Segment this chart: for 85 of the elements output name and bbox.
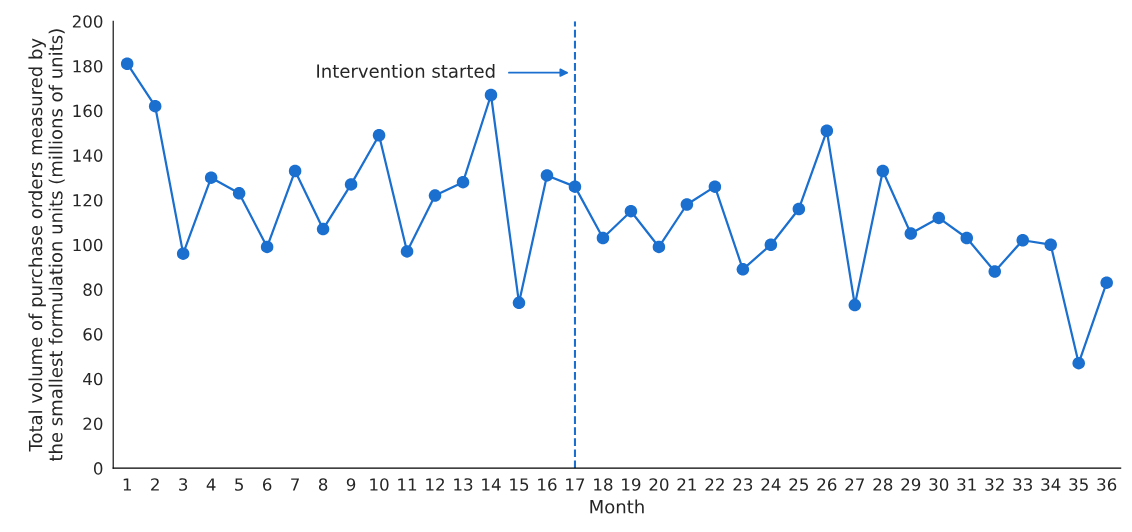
x-tick-label: 14 xyxy=(482,478,501,491)
x-tick-label: 10 xyxy=(370,478,389,491)
point xyxy=(428,189,442,202)
point xyxy=(1072,356,1085,370)
x-tick-label: 11 xyxy=(398,478,417,491)
x-tick-label: 8 xyxy=(318,478,328,491)
point xyxy=(260,240,274,254)
point xyxy=(876,164,890,178)
point xyxy=(148,99,162,113)
point xyxy=(1044,238,1057,251)
point xyxy=(120,57,134,70)
point xyxy=(176,247,190,260)
point xyxy=(764,238,778,251)
point xyxy=(372,128,386,142)
point xyxy=(484,88,498,102)
point xyxy=(540,169,554,182)
x-tick-label: 35 xyxy=(1069,478,1088,491)
x-tick-label: 18 xyxy=(594,478,613,491)
point xyxy=(232,187,246,200)
x-tick-label: 26 xyxy=(817,478,837,491)
x-tick-label: 23 xyxy=(733,478,753,491)
y-tick-label: 100 xyxy=(73,238,103,252)
x-tick-label: 36 xyxy=(1097,478,1117,491)
x-tick-label: 29 xyxy=(901,478,921,491)
point xyxy=(904,227,918,240)
y-tick-label: 140 xyxy=(73,149,103,162)
y-tick-label: 0 xyxy=(93,462,103,475)
point xyxy=(400,245,414,258)
point xyxy=(316,222,330,236)
x-tick-label: 25 xyxy=(789,478,808,491)
point xyxy=(1016,234,1029,247)
x-tick-label: 15 xyxy=(510,478,529,491)
point xyxy=(792,202,806,216)
x-tick-label: 22 xyxy=(705,478,724,491)
point xyxy=(204,171,218,184)
point xyxy=(988,265,1001,278)
x-tick-label: 27 xyxy=(845,478,864,491)
x-tick-label: 1 xyxy=(123,478,131,491)
x-tick-label: 19 xyxy=(622,478,641,491)
point xyxy=(512,296,526,310)
x-tick-label: 30 xyxy=(929,478,949,491)
x-axis-title: Month xyxy=(590,499,644,514)
y-tick-label: 60 xyxy=(83,328,103,341)
x-tick-label: 20 xyxy=(649,478,669,491)
x-tick-label: 32 xyxy=(985,478,1004,491)
annotation: Intervention started xyxy=(317,63,495,78)
y-tick-label: 80 xyxy=(83,283,103,296)
point xyxy=(708,180,722,193)
x-tick-label: 5 xyxy=(235,478,243,491)
point xyxy=(624,204,638,218)
y-tick-label: 40 xyxy=(83,372,103,386)
point xyxy=(1100,276,1113,289)
y-axis-title: Total volume of purchase orders measured by the smallest formulation units (millions of units) xyxy=(28,29,65,462)
x-tick-label: 12 xyxy=(426,478,444,491)
x-tick-label: 13 xyxy=(454,478,473,491)
point xyxy=(736,263,750,276)
point xyxy=(848,298,862,312)
y-tick-label: 120 xyxy=(73,193,103,207)
point xyxy=(288,164,302,178)
x-tick-label: 4 xyxy=(206,478,216,491)
x-tick-label: 33 xyxy=(1013,478,1032,491)
point xyxy=(820,124,834,138)
y-tick-label: 160 xyxy=(73,104,103,118)
x-tick-label: 24 xyxy=(761,478,781,491)
y-tick-label: 200 xyxy=(72,15,103,28)
point xyxy=(960,231,974,245)
x-tick-label: 2 xyxy=(151,478,159,491)
point xyxy=(652,240,666,254)
point xyxy=(932,211,946,225)
x-tick-label: 21 xyxy=(677,478,696,491)
x-tick-label: 17 xyxy=(566,478,585,491)
x-tick-label: 7 xyxy=(291,478,299,491)
point xyxy=(680,198,694,211)
y-tick-label: 20 xyxy=(83,417,103,431)
point xyxy=(344,178,358,191)
x-tick-label: 34 xyxy=(1041,478,1061,491)
point xyxy=(456,175,470,189)
x-tick-label: 16 xyxy=(538,478,557,491)
x-tick-label: 31 xyxy=(957,478,976,491)
x-tick-label: 6 xyxy=(262,478,272,491)
x-tick-label: 28 xyxy=(873,478,893,491)
point xyxy=(596,231,610,245)
x-tick-label: 9 xyxy=(346,478,356,491)
x-tick-label: 3 xyxy=(179,478,188,491)
y-tick-label: 180 xyxy=(73,59,103,73)
